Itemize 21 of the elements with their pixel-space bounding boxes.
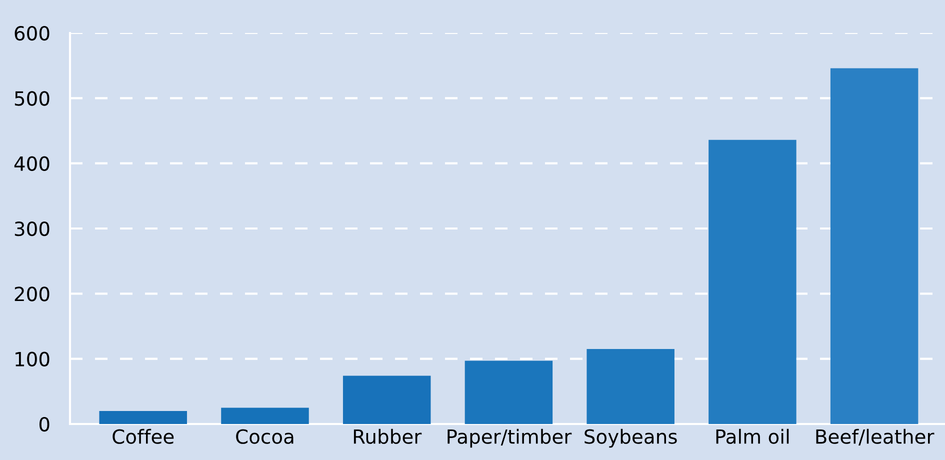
x-tick-label: Coffee: [112, 428, 174, 444]
bar: [586, 349, 674, 424]
bar: [221, 408, 309, 424]
y-tick-label: 200: [14, 286, 50, 302]
y-tick-label: 0: [39, 416, 50, 432]
x-tick-label: Rubber: [354, 428, 422, 444]
bar: [99, 410, 187, 424]
y-tick-label: 100: [16, 352, 50, 366]
x-tick-label: Beef/leather: [816, 428, 934, 446]
y-tick-label: 300: [14, 221, 50, 236]
bar: [830, 68, 918, 424]
y-tick-label: 500: [14, 91, 50, 106]
x-tick-label: Paper/timber: [448, 428, 572, 448]
y-tick-label: 600: [14, 26, 50, 41]
y-tick-label: 400: [14, 156, 50, 171]
x-tick-label: Soybeans: [584, 428, 677, 448]
x-tick-label: Palm oil: [716, 428, 789, 444]
bar: [342, 376, 431, 424]
bar: [464, 360, 553, 424]
bar: [708, 140, 796, 424]
x-tick-label: Cocoa: [236, 429, 294, 444]
